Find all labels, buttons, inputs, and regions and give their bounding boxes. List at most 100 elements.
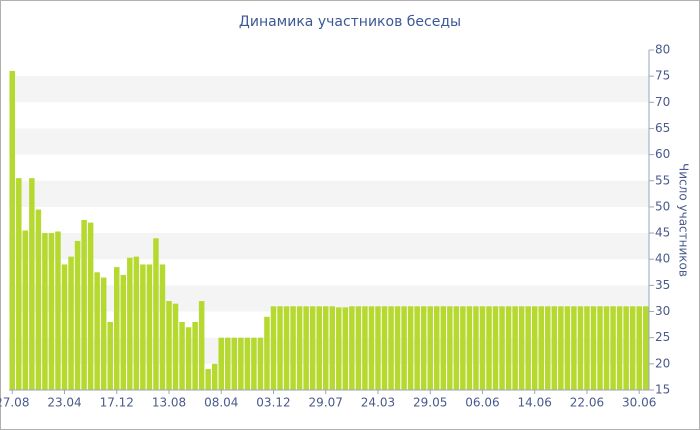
bar xyxy=(303,306,309,390)
bar xyxy=(192,322,198,390)
bar xyxy=(238,337,244,390)
bar xyxy=(590,306,597,390)
y-tick-label: 45 xyxy=(655,226,670,240)
bar xyxy=(74,240,81,390)
bar xyxy=(525,306,531,390)
bar xyxy=(545,306,551,390)
bar xyxy=(309,306,316,390)
bar xyxy=(296,306,303,390)
bar xyxy=(81,220,87,390)
bar xyxy=(414,306,420,390)
bar xyxy=(610,306,616,390)
bar xyxy=(551,306,558,390)
bar xyxy=(558,306,564,390)
bar xyxy=(434,306,440,390)
y-tick-label: 25 xyxy=(655,330,670,344)
bar xyxy=(349,306,355,390)
bar xyxy=(381,306,388,390)
bar xyxy=(257,337,264,390)
y-tick-label: 80 xyxy=(655,43,670,57)
bar xyxy=(94,272,100,390)
bar xyxy=(636,306,642,390)
bar xyxy=(100,277,107,390)
bar xyxy=(244,337,251,390)
bar xyxy=(466,306,473,390)
bar xyxy=(512,306,518,390)
bar xyxy=(146,264,153,390)
bar xyxy=(107,322,113,390)
bar xyxy=(159,264,166,390)
bar xyxy=(440,306,447,390)
x-tick-label: 14.06 xyxy=(518,396,552,410)
y-tick-label: 15 xyxy=(655,383,670,397)
bar xyxy=(505,306,512,390)
bar xyxy=(251,337,257,390)
bar xyxy=(584,306,590,390)
y-tick-label: 50 xyxy=(655,199,670,213)
bar xyxy=(133,256,140,390)
x-tick-label: 13.08 xyxy=(152,396,186,410)
x-tick-label: 06.06 xyxy=(465,396,499,410)
bar xyxy=(420,306,427,390)
bar xyxy=(87,222,94,390)
x-tick-label: 17.12 xyxy=(100,396,134,410)
x-tick-label: 29.07 xyxy=(309,396,343,410)
bar xyxy=(531,306,538,390)
bar xyxy=(492,306,499,390)
bar xyxy=(623,306,629,390)
grid-band xyxy=(9,233,649,260)
x-tick-label: 03.12 xyxy=(256,396,290,410)
bar xyxy=(127,257,133,390)
bar xyxy=(211,363,218,390)
bar xyxy=(460,306,466,390)
bar xyxy=(277,306,283,390)
bar xyxy=(518,306,525,390)
x-tick-label: 08.04 xyxy=(204,396,238,410)
bar xyxy=(68,256,74,390)
bar xyxy=(597,306,603,390)
bar xyxy=(538,306,544,390)
bar xyxy=(270,306,277,390)
bar xyxy=(283,306,290,390)
bar xyxy=(499,306,505,390)
y-tick-label: 75 xyxy=(655,69,670,83)
x-tick-label: 22.06 xyxy=(570,396,604,410)
bar xyxy=(355,306,362,390)
bar xyxy=(114,267,120,390)
bar xyxy=(316,306,322,390)
bar xyxy=(198,301,205,390)
bar xyxy=(427,306,433,390)
bar xyxy=(35,209,42,390)
x-tick-label: 29.05 xyxy=(413,396,447,410)
y-tick-label: 40 xyxy=(655,252,670,266)
bar xyxy=(447,306,453,390)
bar xyxy=(642,306,649,390)
bar xyxy=(564,306,571,390)
bar xyxy=(48,233,55,390)
y-axis-label: Число участников xyxy=(677,163,691,277)
bar xyxy=(375,306,381,390)
grid-band xyxy=(9,180,649,207)
grid-band xyxy=(9,128,649,155)
bar xyxy=(473,306,479,390)
bar xyxy=(629,306,636,390)
bar xyxy=(479,306,486,390)
y-tick-label: 30 xyxy=(655,304,670,318)
bar xyxy=(185,327,192,390)
y-tick-label: 65 xyxy=(655,121,670,135)
bar xyxy=(577,306,584,390)
bar xyxy=(368,306,375,390)
bar xyxy=(616,306,623,390)
bar xyxy=(61,264,68,390)
bar xyxy=(172,303,179,390)
bar xyxy=(486,306,492,390)
bar xyxy=(407,306,414,390)
bar xyxy=(603,306,610,390)
bar xyxy=(42,233,48,390)
y-tick-label: 60 xyxy=(655,147,670,161)
bar xyxy=(29,178,35,390)
bar xyxy=(571,306,577,390)
bar xyxy=(453,306,460,390)
bar xyxy=(231,337,238,390)
